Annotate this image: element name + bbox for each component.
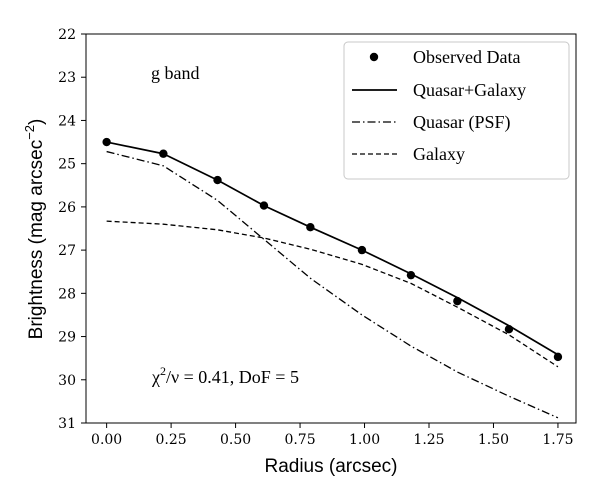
fit-statistic-rest: /ν = 0.41, DoF = 5 <box>166 367 299 387</box>
legend-box <box>343 41 570 180</box>
x-tick-label: 0.00 <box>91 432 122 448</box>
band-label: g band <box>151 63 200 83</box>
y-tick-label: 29 <box>58 330 76 346</box>
axis-ticks: 0.00 0.25 0.50 0.75 1.00 1.25 1.50 1.75 22 23 24 25… <box>58 27 573 448</box>
x-axis-label: Radius (arcsec) <box>264 456 397 477</box>
x-tick-label: 1.75 <box>542 432 573 448</box>
fit-statistic-chi: χ <box>151 367 160 387</box>
x-tick-label: 0.25 <box>156 432 187 448</box>
x-tick-label: 1.00 <box>349 432 380 448</box>
x-tick-label: 1.50 <box>478 432 509 448</box>
y-tick-label: 23 <box>58 70 76 86</box>
y-axis-label: Brightness (mag arcsec−2) <box>22 119 47 340</box>
x-tick-label: 0.50 <box>220 432 251 448</box>
legend-label: Quasar+Galaxy <box>413 80 526 100</box>
legend-label: Quasar (PSF) <box>413 112 511 133</box>
y-axis-label-close: ) <box>26 119 47 125</box>
y-tick-label: 28 <box>58 286 76 302</box>
y-tick-label: 22 <box>58 27 76 43</box>
legend: Observed Data Quasar+Galaxy Quasar (PSF) Ga… <box>343 41 570 180</box>
fit-statistic-exp: 2 <box>160 364 166 378</box>
y-tick-label: 25 <box>58 157 76 173</box>
y-axis-label-main: Brightness (mag arcsec <box>26 140 47 340</box>
y-tick-label: 27 <box>58 243 76 259</box>
series-layer <box>102 137 563 419</box>
x-tick-label: 1.25 <box>413 432 444 448</box>
series-line-galaxy <box>106 220 559 368</box>
series-line-quasar-psf <box>106 150 559 419</box>
y-tick-label: 26 <box>58 200 76 216</box>
x-tick-label: 0.75 <box>284 432 315 448</box>
y-tick-label: 30 <box>58 373 76 389</box>
legend-marker-observed-data <box>369 52 379 62</box>
fit-statistic: χ2/ν = 0.41, DoF = 5 <box>151 364 299 387</box>
y-tick-label: 24 <box>58 113 76 129</box>
y-axis-label-exp: −2 <box>22 125 37 140</box>
legend-label: Galaxy <box>413 144 465 164</box>
observed-data-point <box>553 352 563 362</box>
legend-label: Observed Data <box>413 47 520 67</box>
y-tick-label: 31 <box>58 416 76 432</box>
plot-frame <box>85 33 577 424</box>
series-line-quasar-galaxy <box>106 141 559 356</box>
legend-items: Observed Data Quasar+Galaxy Quasar (PSF) Ga… <box>352 47 526 164</box>
